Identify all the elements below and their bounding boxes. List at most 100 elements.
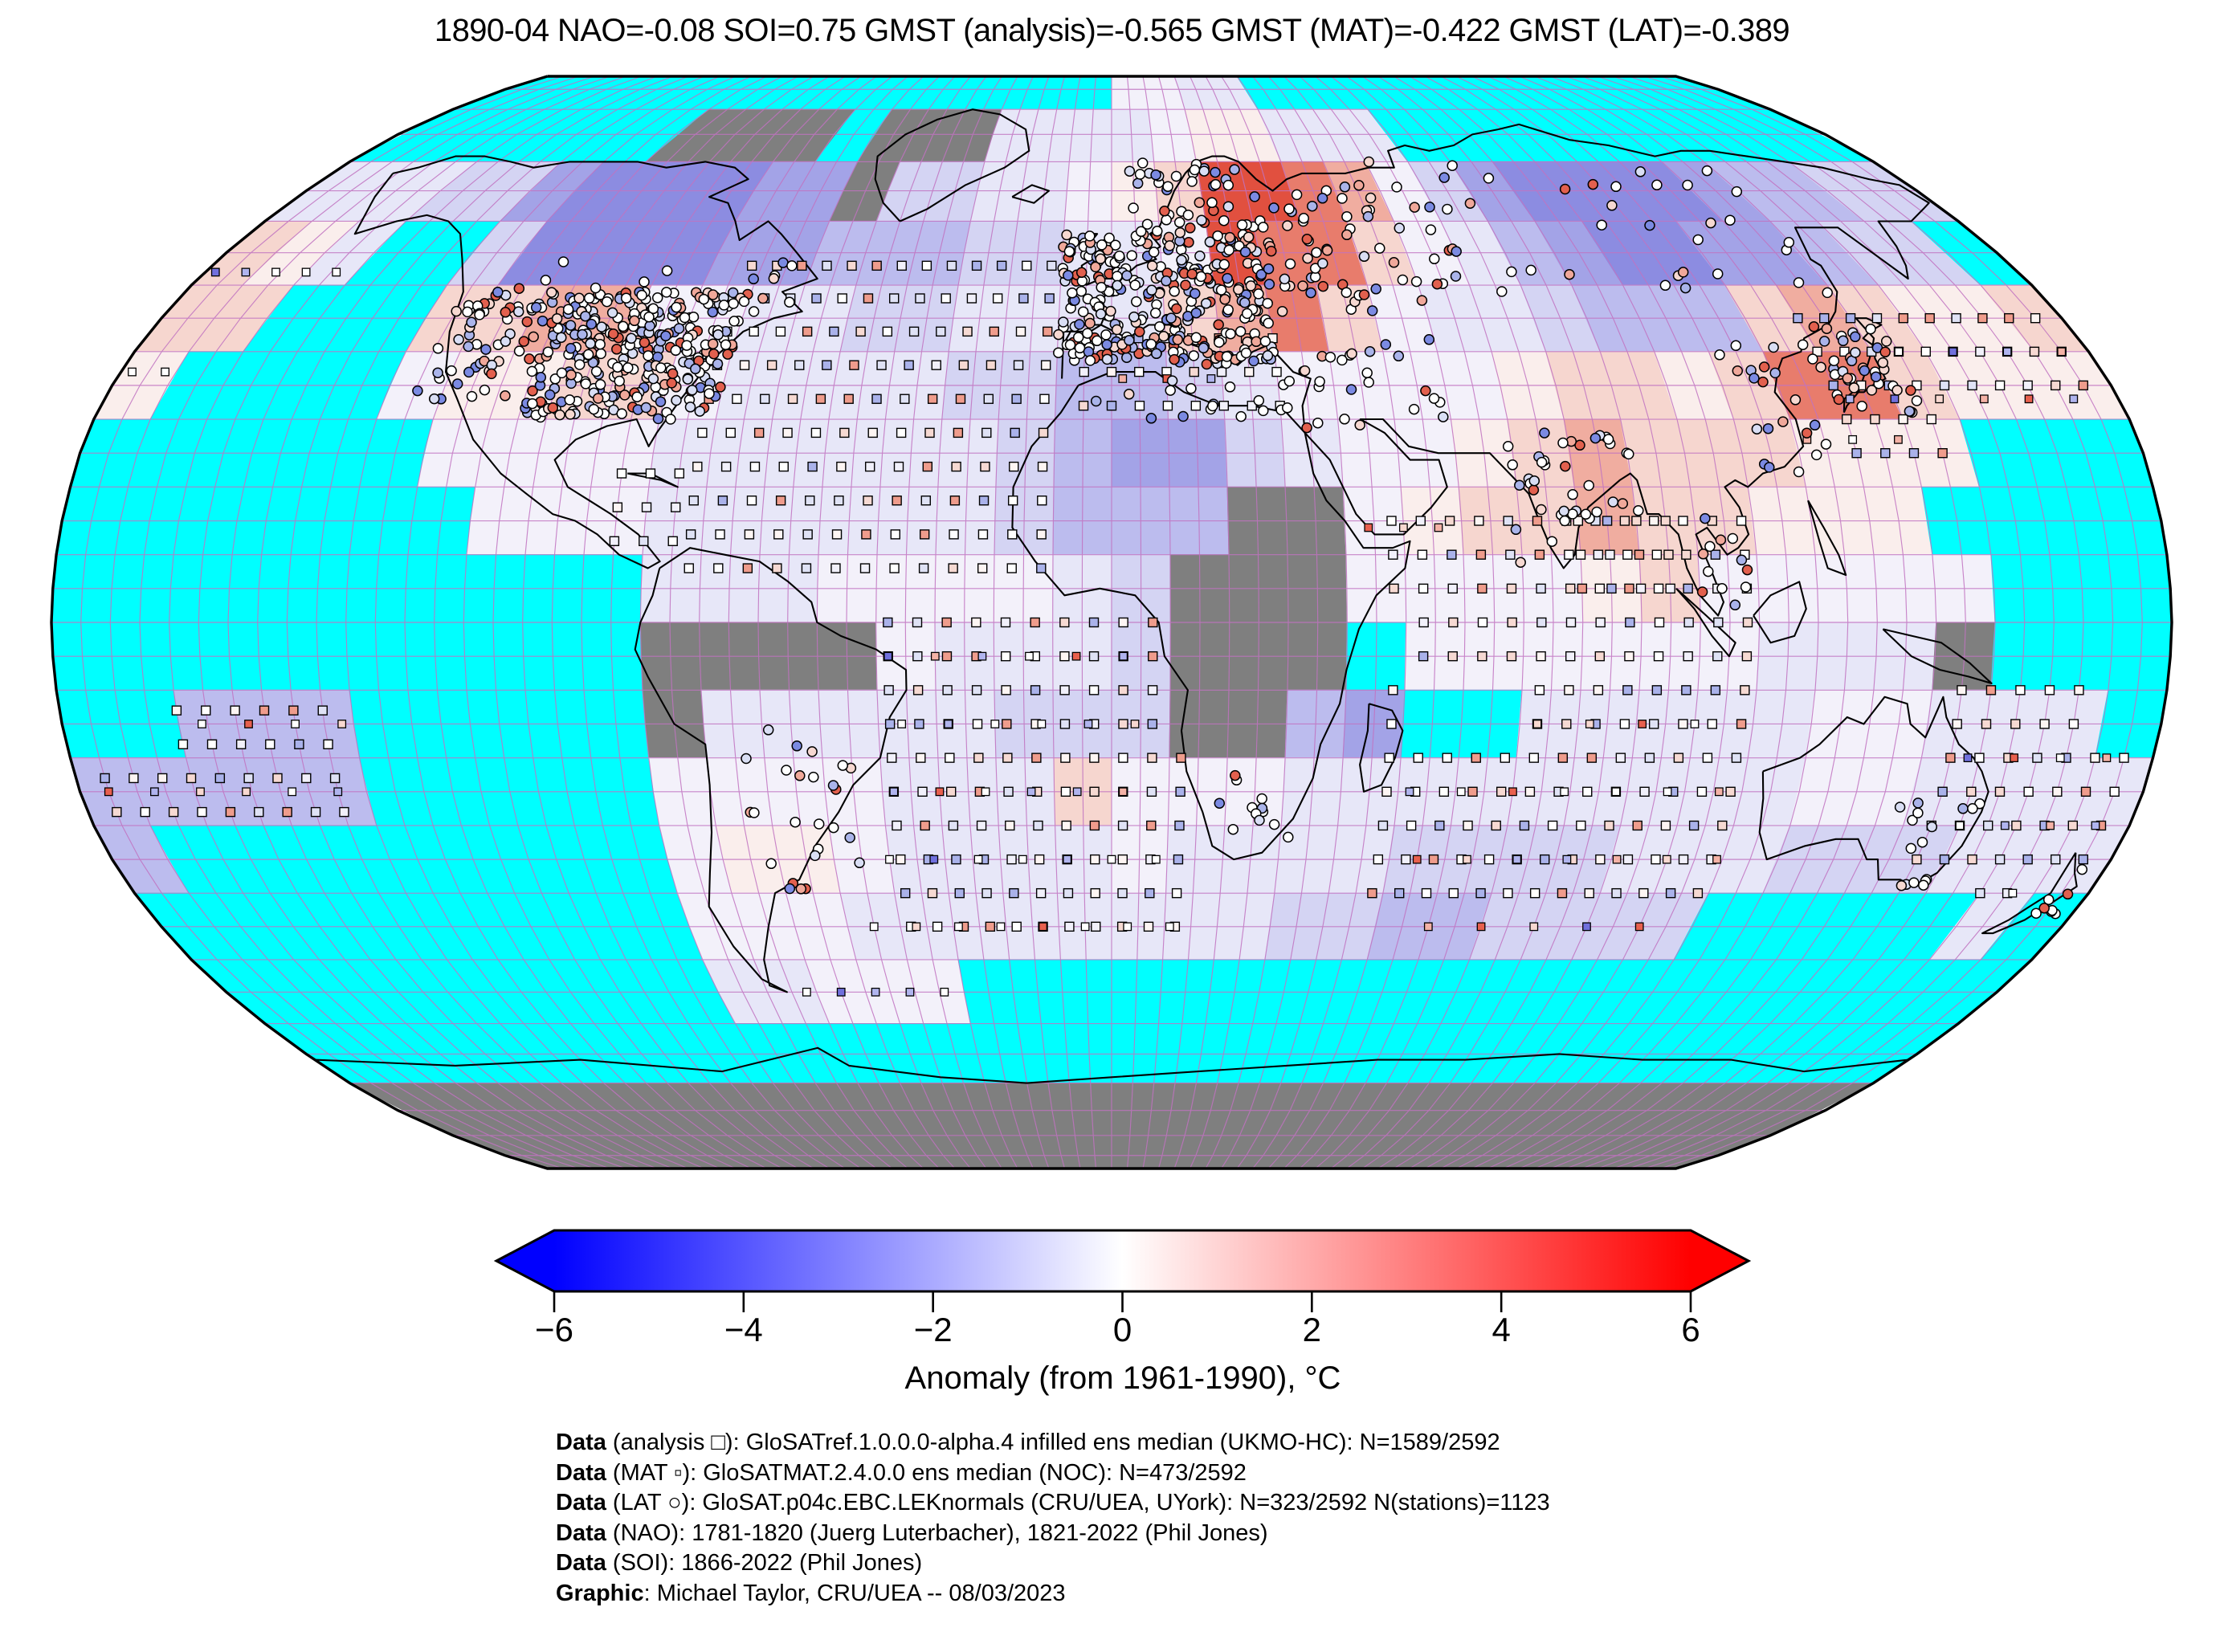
meridian-line	[1565, 75, 1966, 1169]
station-circle-marker	[583, 292, 595, 304]
analysis-square-marker	[744, 529, 755, 540]
station-circle-marker	[601, 296, 613, 308]
station-circle-marker	[618, 320, 629, 332]
meridian-line	[404, 75, 736, 1169]
analysis-square-marker	[1851, 448, 1862, 459]
analysis-square-marker	[1377, 820, 1389, 831]
analysis-square-marker	[892, 496, 902, 506]
mat-square-marker	[104, 787, 113, 797]
station-circle-marker	[1061, 229, 1072, 241]
station-circle-marker	[1196, 214, 1207, 226]
analysis-square-marker	[992, 293, 1003, 304]
station-circle-marker	[463, 341, 474, 353]
analysis-square-marker	[140, 806, 150, 818]
station-circle-marker	[1751, 423, 1763, 434]
station-circle-marker	[1677, 267, 1689, 278]
mat-square-marker	[1612, 855, 1622, 864]
analysis-square-marker	[782, 427, 793, 438]
station-circle-marker	[1558, 505, 1569, 517]
station-circle-marker	[707, 306, 719, 318]
analysis-square-marker	[1534, 549, 1545, 560]
station-circle-marker	[698, 293, 710, 305]
analysis-square-marker	[1593, 685, 1604, 695]
analysis-square-marker	[1967, 854, 1977, 865]
analysis-square-marker	[1244, 366, 1255, 377]
station-circle-marker	[1589, 432, 1602, 444]
station-circle-marker	[1176, 255, 1187, 266]
station-circle-marker	[1207, 400, 1218, 412]
colorbar-tick-label: −6	[535, 1311, 573, 1348]
analysis-square-marker	[2074, 685, 2084, 695]
station-circle-marker	[1201, 358, 1213, 370]
station-circle-marker	[810, 850, 821, 862]
station-circle-marker	[1236, 219, 1248, 230]
station-circle-marker	[1916, 836, 1928, 848]
station-circle-marker	[542, 346, 554, 357]
analysis-square-marker	[912, 651, 923, 662]
analysis-square-marker	[1605, 549, 1615, 560]
analysis-square-marker	[1491, 820, 1501, 831]
station-circle-marker	[1365, 192, 1377, 204]
analysis-square-marker	[2051, 854, 2061, 865]
analysis-square-marker	[1147, 719, 1158, 729]
meridian-line	[1315, 75, 1496, 1169]
station-circle-marker	[535, 372, 547, 383]
analysis-square-marker	[1625, 617, 1635, 628]
station-circle-marker	[527, 398, 538, 410]
station-circle-marker	[590, 282, 602, 294]
analysis-square-marker	[1606, 583, 1617, 594]
analysis-square-marker	[1047, 260, 1057, 271]
station-circle-marker	[1186, 268, 1198, 279]
station-circle-marker	[1564, 268, 1575, 280]
analysis-square-marker	[900, 394, 910, 404]
station-circle-marker	[1856, 401, 1867, 412]
mat-square-marker	[1585, 720, 1594, 728]
mat-square-marker	[1611, 787, 1621, 797]
analysis-square-marker	[1561, 719, 1572, 729]
mat-square-marker	[1529, 922, 1539, 932]
mat-square-marker	[244, 720, 253, 728]
analysis-square-marker	[1007, 496, 1018, 506]
station-circle-marker	[586, 318, 598, 330]
mat-square-marker	[2002, 347, 2012, 357]
analysis-square-marker	[1519, 820, 1530, 831]
colorbar-tick-label: 2	[1303, 1311, 1321, 1348]
mat-square-marker	[1963, 753, 1973, 763]
analysis-square-marker	[978, 496, 990, 506]
footer-text: (LAT ○): GloSAT.p04c.EBC.LEKnormals (CRU…	[606, 1490, 1550, 1515]
station-circle-marker	[1370, 283, 1381, 295]
analysis-square-marker	[1707, 719, 1717, 729]
analysis-square-marker	[1386, 516, 1397, 526]
analysis-square-marker	[225, 806, 236, 818]
mat-square-marker	[1662, 855, 1671, 864]
analysis-square-marker	[1683, 617, 1694, 628]
station-circle-marker	[1096, 239, 1108, 251]
station-circle-marker	[728, 298, 739, 309]
station-circle-marker	[1063, 246, 1075, 257]
analysis-square-marker	[1418, 617, 1429, 628]
analysis-square-marker	[927, 394, 938, 404]
meridian-line	[139, 75, 595, 1169]
station-circle-marker	[1703, 565, 1714, 577]
station-circle-marker	[1859, 365, 1871, 377]
station-circle-marker	[647, 303, 659, 315]
station-circle-marker	[1810, 449, 1822, 461]
mat-square-marker	[288, 787, 297, 797]
analysis-square-marker	[1653, 651, 1664, 662]
meridian-line	[257, 75, 658, 1169]
station-circle-marker	[1679, 282, 1691, 294]
station-circle-marker	[1431, 278, 1443, 290]
station-circle-marker	[580, 378, 592, 390]
meridian-line	[227, 75, 642, 1169]
station-circle-marker	[1905, 385, 1916, 396]
mat-square-marker	[1165, 922, 1174, 932]
analysis-square-marker	[914, 719, 924, 729]
station-circle-marker	[1218, 259, 1230, 271]
analysis-square-marker	[171, 705, 182, 716]
analysis-square-marker	[1845, 312, 1856, 324]
station-circle-marker	[1298, 213, 1309, 224]
station-circle-marker	[2042, 894, 2055, 905]
station-circle-marker	[480, 344, 492, 355]
analysis-square-marker	[1870, 414, 1880, 425]
station-circle-marker	[1084, 230, 1096, 242]
